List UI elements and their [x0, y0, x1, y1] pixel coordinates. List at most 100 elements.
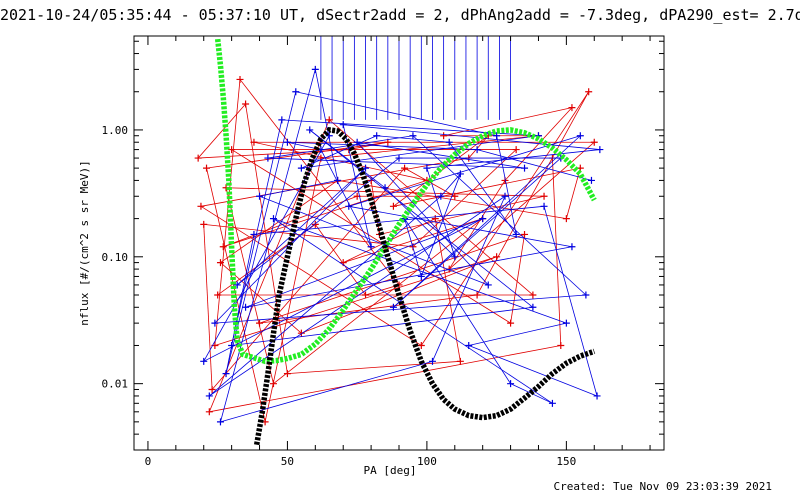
- data-point-marker: [283, 370, 291, 378]
- data-point-marker: [236, 75, 244, 83]
- data-point-marker: [501, 192, 509, 200]
- series-segment: [197, 103, 246, 159]
- series-segment: [223, 180, 428, 248]
- data-point-marker: [568, 243, 576, 251]
- chart-title: 2021-10-24/05:35:44 - 05:37:10 UT, dSect…: [0, 6, 800, 24]
- data-point-marker: [256, 192, 264, 200]
- data-point-marker: [200, 220, 208, 228]
- saturated-lines: [320, 36, 511, 120]
- data-point-marker: [256, 319, 264, 327]
- data-point-marker: [493, 132, 501, 140]
- data-point-marker: [311, 65, 319, 73]
- x-tick-label: 50: [281, 455, 294, 468]
- series-segment: [245, 103, 288, 374]
- data-point-marker: [521, 230, 529, 238]
- data-point-marker: [283, 138, 291, 146]
- data-point-marker: [381, 184, 389, 192]
- series-segment: [365, 284, 400, 296]
- data-point-marker: [409, 132, 417, 140]
- series-segment: [343, 124, 600, 150]
- data-point-marker: [557, 341, 565, 349]
- data-point-marker: [278, 116, 286, 124]
- series-segment: [295, 91, 497, 137]
- data-point-marker: [233, 281, 241, 289]
- series-segment: [476, 91, 590, 296]
- data-point-marker: [389, 303, 397, 311]
- data-point-marker: [211, 319, 219, 327]
- data-point-marker: [250, 138, 258, 146]
- data-point-marker: [493, 253, 501, 261]
- y-tick-label: 0.10: [102, 251, 129, 264]
- data-point-marker: [465, 341, 473, 349]
- data-point-marker: [292, 88, 300, 96]
- data-point-marker: [205, 392, 213, 400]
- series-segment: [209, 195, 506, 397]
- data-point-marker: [582, 291, 590, 299]
- data-point-marker: [428, 357, 436, 365]
- series-segment: [236, 167, 366, 286]
- series-segment: [432, 196, 506, 362]
- data-point-marker: [242, 303, 250, 311]
- data-point-marker: [456, 170, 464, 178]
- series-segment: [259, 195, 489, 286]
- data-point-marker: [297, 164, 305, 172]
- series-group: [200, 65, 604, 426]
- data-point-marker: [473, 146, 481, 154]
- data-point-marker: [269, 380, 277, 388]
- y-axis-label: nflux [#/(cm^2 s sr MeV)]: [78, 160, 91, 326]
- series-segment: [440, 173, 461, 197]
- data-point-marker: [353, 138, 361, 146]
- data-point-marker: [228, 341, 236, 349]
- series-segment: [226, 187, 545, 197]
- data-point-marker: [548, 399, 556, 407]
- data-point-marker: [587, 176, 595, 184]
- data-point-marker: [568, 104, 576, 112]
- series-segment: [225, 187, 274, 384]
- series-segment: [379, 195, 545, 235]
- series-segment: [214, 167, 366, 324]
- series-segment: [477, 149, 592, 181]
- data-point-marker: [507, 319, 515, 327]
- data-point-marker: [242, 100, 250, 108]
- series-segment: [273, 218, 553, 404]
- data-point-marker: [512, 146, 520, 154]
- data-point-marker: [529, 303, 537, 311]
- series-segment: [206, 141, 388, 169]
- series-segment: [320, 149, 372, 247]
- series-segment: [320, 135, 539, 159]
- data-point-marker: [297, 329, 305, 337]
- axis-layer: 0 50 100 150 0.01 0.10 1.00: [102, 36, 664, 468]
- data-point-marker: [362, 291, 370, 299]
- x-tick-label: 0: [145, 455, 152, 468]
- data-point-marker: [451, 253, 459, 261]
- data-point-marker: [311, 220, 319, 228]
- data-point-marker: [216, 418, 224, 426]
- series-segment: [314, 69, 339, 181]
- data-point-marker: [219, 243, 227, 251]
- series-segment: [357, 141, 525, 169]
- series-segment: [259, 294, 478, 324]
- series-segment: [393, 135, 581, 308]
- data-layer: [194, 36, 604, 446]
- series-segment: [343, 218, 483, 263]
- data-point-marker: [325, 116, 333, 124]
- data-point-marker: [576, 132, 584, 140]
- series-segment: [259, 180, 338, 197]
- data-point-marker: [367, 243, 375, 251]
- series-segment: [236, 157, 400, 286]
- data-point-marker: [596, 146, 604, 154]
- data-point-marker: [345, 202, 353, 210]
- data-point-marker: [529, 291, 537, 299]
- data-point-marker: [269, 215, 277, 223]
- series-segment: [393, 167, 581, 207]
- data-point-marker: [395, 154, 403, 162]
- series-segment: [510, 234, 525, 324]
- data-point-marker: [512, 230, 520, 238]
- green-model-curve: [214, 38, 597, 365]
- data-point-marker: [417, 341, 425, 349]
- data-point-marker: [437, 192, 445, 200]
- x-axis-label: PA [deg]: [364, 464, 417, 477]
- data-point-marker: [562, 215, 570, 223]
- series-segment: [245, 218, 483, 308]
